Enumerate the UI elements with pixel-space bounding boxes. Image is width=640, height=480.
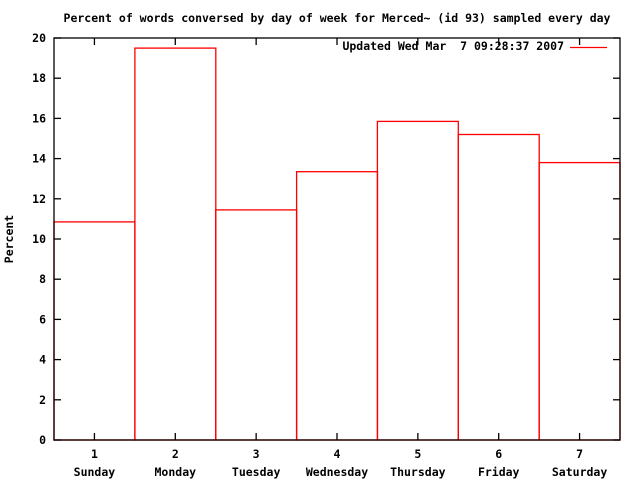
day-name-label: Monday	[155, 465, 197, 479]
y-tick-label: 10	[32, 232, 46, 246]
day-name-label: Wednesday	[306, 465, 368, 479]
y-tick-label: 8	[39, 272, 46, 286]
bars-layer	[53, 47, 621, 441]
y-tick-label: 4	[39, 353, 46, 367]
y-tick-label: 12	[32, 192, 46, 206]
x-tick-label: 2	[172, 447, 179, 461]
x-tick-label: 3	[253, 447, 260, 461]
y-tick-label: 6	[39, 312, 46, 326]
x-tick-label: 1	[91, 447, 98, 461]
y-tick-label: 0	[39, 433, 46, 447]
day-name-label: Friday	[478, 465, 520, 479]
y-tick-label: 20	[32, 31, 46, 45]
x-tick-label: 7	[576, 447, 583, 461]
y-tick-label: 16	[32, 111, 46, 125]
day-name-label: Saturday	[552, 465, 607, 479]
day-name-label: Tuesday	[232, 465, 281, 479]
y-tick-label: 18	[32, 71, 46, 85]
x-tick-label: 5	[414, 447, 421, 461]
y-tick-label: 14	[32, 152, 46, 166]
day-name-label: Sunday	[74, 465, 116, 479]
tick-labels-layer: 0 2 4 6 8 10 12 14 16 18 20 1 Sunday 2 Monday 3 Tuesday 4…	[32, 31, 607, 479]
chart-title: Percent of words conversed by day of wee…	[64, 11, 611, 25]
y-tick-label: 2	[39, 393, 46, 407]
y-axis-label: Percent	[2, 215, 16, 264]
axes-layer	[53, 37, 621, 441]
day-name-label: Thursday	[390, 465, 445, 479]
x-tick-label: 4	[334, 447, 341, 461]
bar-thursday	[376, 120, 459, 441]
bar-friday	[457, 133, 540, 441]
x-tick-label: 6	[495, 447, 502, 461]
bar-saturday	[538, 161, 621, 441]
legend-label: Updated Wed Mar 7 09:28:37 2007	[342, 39, 564, 53]
bar-tuesday	[215, 209, 298, 441]
plot-border	[53, 37, 621, 441]
bar-monday	[134, 47, 217, 441]
bar-sunday	[53, 221, 136, 441]
bar-wednesday	[295, 171, 379, 441]
